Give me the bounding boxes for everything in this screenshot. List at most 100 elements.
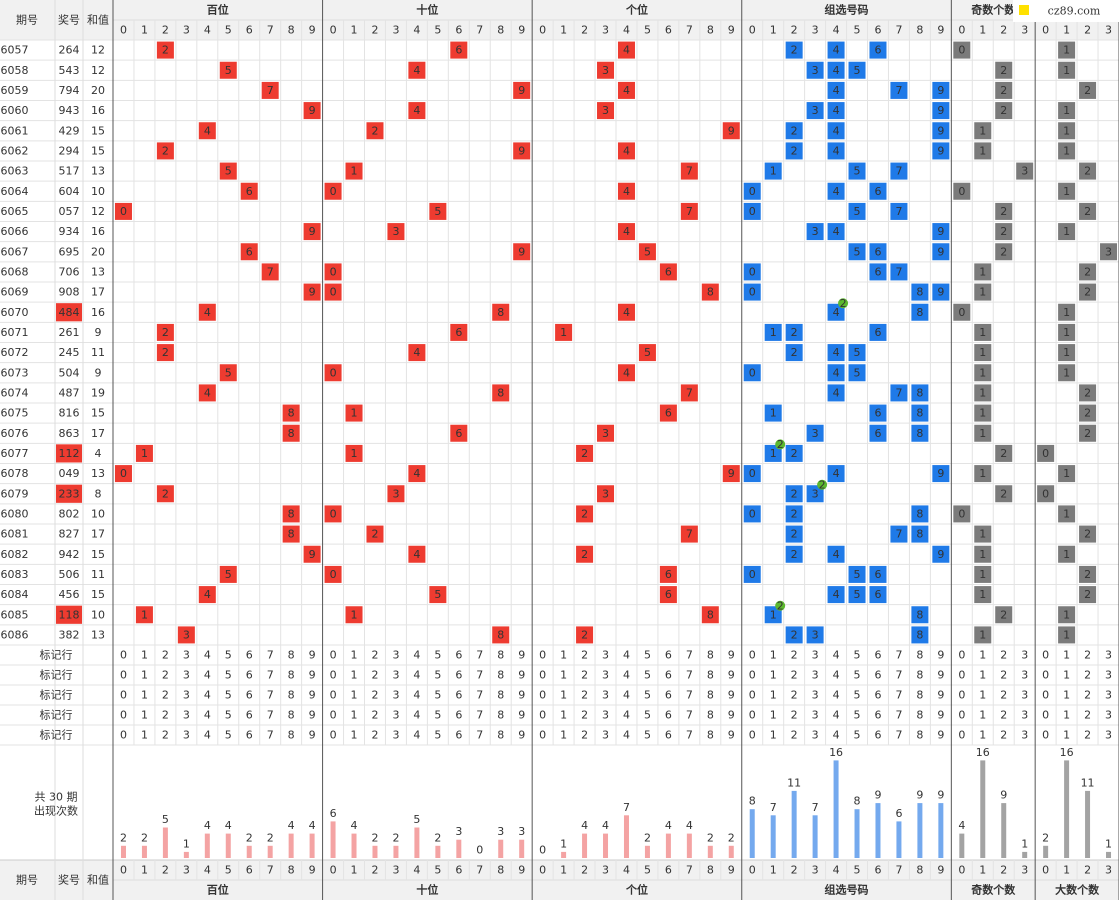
mark-digit[interactable]: 2 bbox=[1000, 649, 1007, 662]
mark-digit[interactable]: 6 bbox=[874, 709, 881, 722]
mark-digit[interactable]: 5 bbox=[644, 649, 651, 662]
mark-digit[interactable]: 3 bbox=[392, 649, 399, 662]
mark-digit[interactable]: 8 bbox=[288, 669, 295, 682]
mark-digit[interactable]: 6 bbox=[455, 729, 462, 742]
mark-digit[interactable]: 9 bbox=[518, 669, 525, 682]
mark-digit[interactable]: 7 bbox=[476, 729, 483, 742]
mark-digit[interactable]: 6 bbox=[665, 729, 672, 742]
mark-digit[interactable]: 1 bbox=[770, 669, 777, 682]
mark-digit[interactable]: 6 bbox=[874, 669, 881, 682]
mark-digit[interactable]: 2 bbox=[1000, 669, 1007, 682]
mark-digit[interactable]: 5 bbox=[434, 729, 441, 742]
mark-digit[interactable]: 9 bbox=[309, 729, 316, 742]
mark-digit[interactable]: 5 bbox=[434, 649, 441, 662]
mark-digit[interactable]: 3 bbox=[812, 709, 819, 722]
mark-digit[interactable]: 0 bbox=[539, 709, 546, 722]
mark-digit[interactable]: 9 bbox=[728, 709, 735, 722]
mark-digit[interactable]: 5 bbox=[854, 649, 861, 662]
mark-digit[interactable]: 0 bbox=[330, 649, 337, 662]
mark-digit[interactable]: 0 bbox=[330, 729, 337, 742]
mark-digit[interactable]: 3 bbox=[1105, 729, 1112, 742]
mark-digit[interactable]: 2 bbox=[162, 669, 169, 682]
mark-digit[interactable]: 0 bbox=[749, 709, 756, 722]
mark-digit[interactable]: 3 bbox=[183, 669, 190, 682]
mark-digit[interactable]: 1 bbox=[560, 709, 567, 722]
mark-digit[interactable]: 0 bbox=[1042, 689, 1049, 702]
mark-digit[interactable]: 7 bbox=[895, 729, 902, 742]
mark-digit[interactable]: 4 bbox=[413, 729, 420, 742]
mark-digit[interactable]: 0 bbox=[1042, 669, 1049, 682]
mark-digit[interactable]: 2 bbox=[581, 669, 588, 682]
mark-digit[interactable]: 1 bbox=[560, 729, 567, 742]
mark-digit[interactable]: 0 bbox=[1042, 649, 1049, 662]
mark-digit[interactable]: 6 bbox=[246, 669, 253, 682]
mark-digit[interactable]: 8 bbox=[288, 649, 295, 662]
mark-digit[interactable]: 2 bbox=[791, 689, 798, 702]
mark-digit[interactable]: 9 bbox=[937, 729, 944, 742]
mark-digit[interactable]: 4 bbox=[623, 669, 630, 682]
mark-digit[interactable]: 2 bbox=[162, 729, 169, 742]
mark-digit[interactable]: 3 bbox=[183, 689, 190, 702]
mark-digit[interactable]: 7 bbox=[686, 709, 693, 722]
mark-digit[interactable]: 8 bbox=[916, 669, 923, 682]
mark-digit[interactable]: 4 bbox=[413, 689, 420, 702]
mark-digit[interactable]: 5 bbox=[225, 669, 232, 682]
mark-digit[interactable]: 1 bbox=[770, 689, 777, 702]
mark-digit[interactable]: 5 bbox=[225, 649, 232, 662]
mark-digit[interactable]: 6 bbox=[246, 729, 253, 742]
mark-digit[interactable]: 6 bbox=[665, 689, 672, 702]
mark-digit[interactable]: 2 bbox=[581, 709, 588, 722]
mark-digit[interactable]: 9 bbox=[309, 689, 316, 702]
mark-digit[interactable]: 6 bbox=[874, 649, 881, 662]
mark-digit[interactable]: 3 bbox=[602, 709, 609, 722]
mark-digit[interactable]: 1 bbox=[141, 689, 148, 702]
mark-digit[interactable]: 5 bbox=[225, 689, 232, 702]
mark-digit[interactable]: 8 bbox=[707, 709, 714, 722]
mark-digit[interactable]: 7 bbox=[476, 669, 483, 682]
mark-digit[interactable]: 3 bbox=[1105, 709, 1112, 722]
mark-digit[interactable]: 4 bbox=[623, 729, 630, 742]
mark-digit[interactable]: 7 bbox=[686, 729, 693, 742]
mark-digit[interactable]: 9 bbox=[937, 709, 944, 722]
mark-digit[interactable]: 0 bbox=[958, 669, 965, 682]
mark-digit[interactable]: 3 bbox=[1021, 669, 1028, 682]
mark-digit[interactable]: 5 bbox=[854, 669, 861, 682]
mark-digit[interactable]: 2 bbox=[581, 729, 588, 742]
mark-digit[interactable]: 3 bbox=[812, 649, 819, 662]
mark-digit[interactable]: 1 bbox=[1063, 729, 1070, 742]
mark-digit[interactable]: 6 bbox=[665, 709, 672, 722]
mark-digit[interactable]: 6 bbox=[665, 669, 672, 682]
mark-digit[interactable]: 9 bbox=[937, 689, 944, 702]
mark-digit[interactable]: 4 bbox=[833, 649, 840, 662]
mark-digit[interactable]: 0 bbox=[539, 669, 546, 682]
mark-digit[interactable]: 0 bbox=[539, 689, 546, 702]
mark-digit[interactable]: 9 bbox=[518, 729, 525, 742]
mark-digit[interactable]: 1 bbox=[979, 709, 986, 722]
mark-digit[interactable]: 2 bbox=[162, 709, 169, 722]
mark-digit[interactable]: 9 bbox=[518, 649, 525, 662]
mark-digit[interactable]: 1 bbox=[141, 709, 148, 722]
mark-digit[interactable]: 5 bbox=[434, 689, 441, 702]
mark-digit[interactable]: 3 bbox=[392, 689, 399, 702]
mark-digit[interactable]: 8 bbox=[707, 689, 714, 702]
mark-digit[interactable]: 7 bbox=[267, 649, 274, 662]
mark-digit[interactable]: 1 bbox=[351, 669, 358, 682]
mark-digit[interactable]: 5 bbox=[434, 709, 441, 722]
mark-digit[interactable]: 6 bbox=[665, 649, 672, 662]
mark-digit[interactable]: 1 bbox=[351, 729, 358, 742]
mark-digit[interactable]: 2 bbox=[581, 649, 588, 662]
mark-digit[interactable]: 0 bbox=[749, 669, 756, 682]
mark-digit[interactable]: 3 bbox=[812, 689, 819, 702]
mark-digit[interactable]: 2 bbox=[162, 689, 169, 702]
mark-digit[interactable]: 1 bbox=[351, 709, 358, 722]
mark-digit[interactable]: 9 bbox=[309, 649, 316, 662]
mark-digit[interactable]: 7 bbox=[267, 689, 274, 702]
mark-digit[interactable]: 5 bbox=[644, 669, 651, 682]
mark-digit[interactable]: 9 bbox=[728, 669, 735, 682]
mark-digit[interactable]: 0 bbox=[539, 649, 546, 662]
mark-digit[interactable]: 2 bbox=[1000, 709, 1007, 722]
mark-digit[interactable]: 4 bbox=[204, 689, 211, 702]
mark-digit[interactable]: 1 bbox=[1063, 709, 1070, 722]
mark-digit[interactable]: 5 bbox=[225, 729, 232, 742]
mark-digit[interactable]: 7 bbox=[895, 709, 902, 722]
